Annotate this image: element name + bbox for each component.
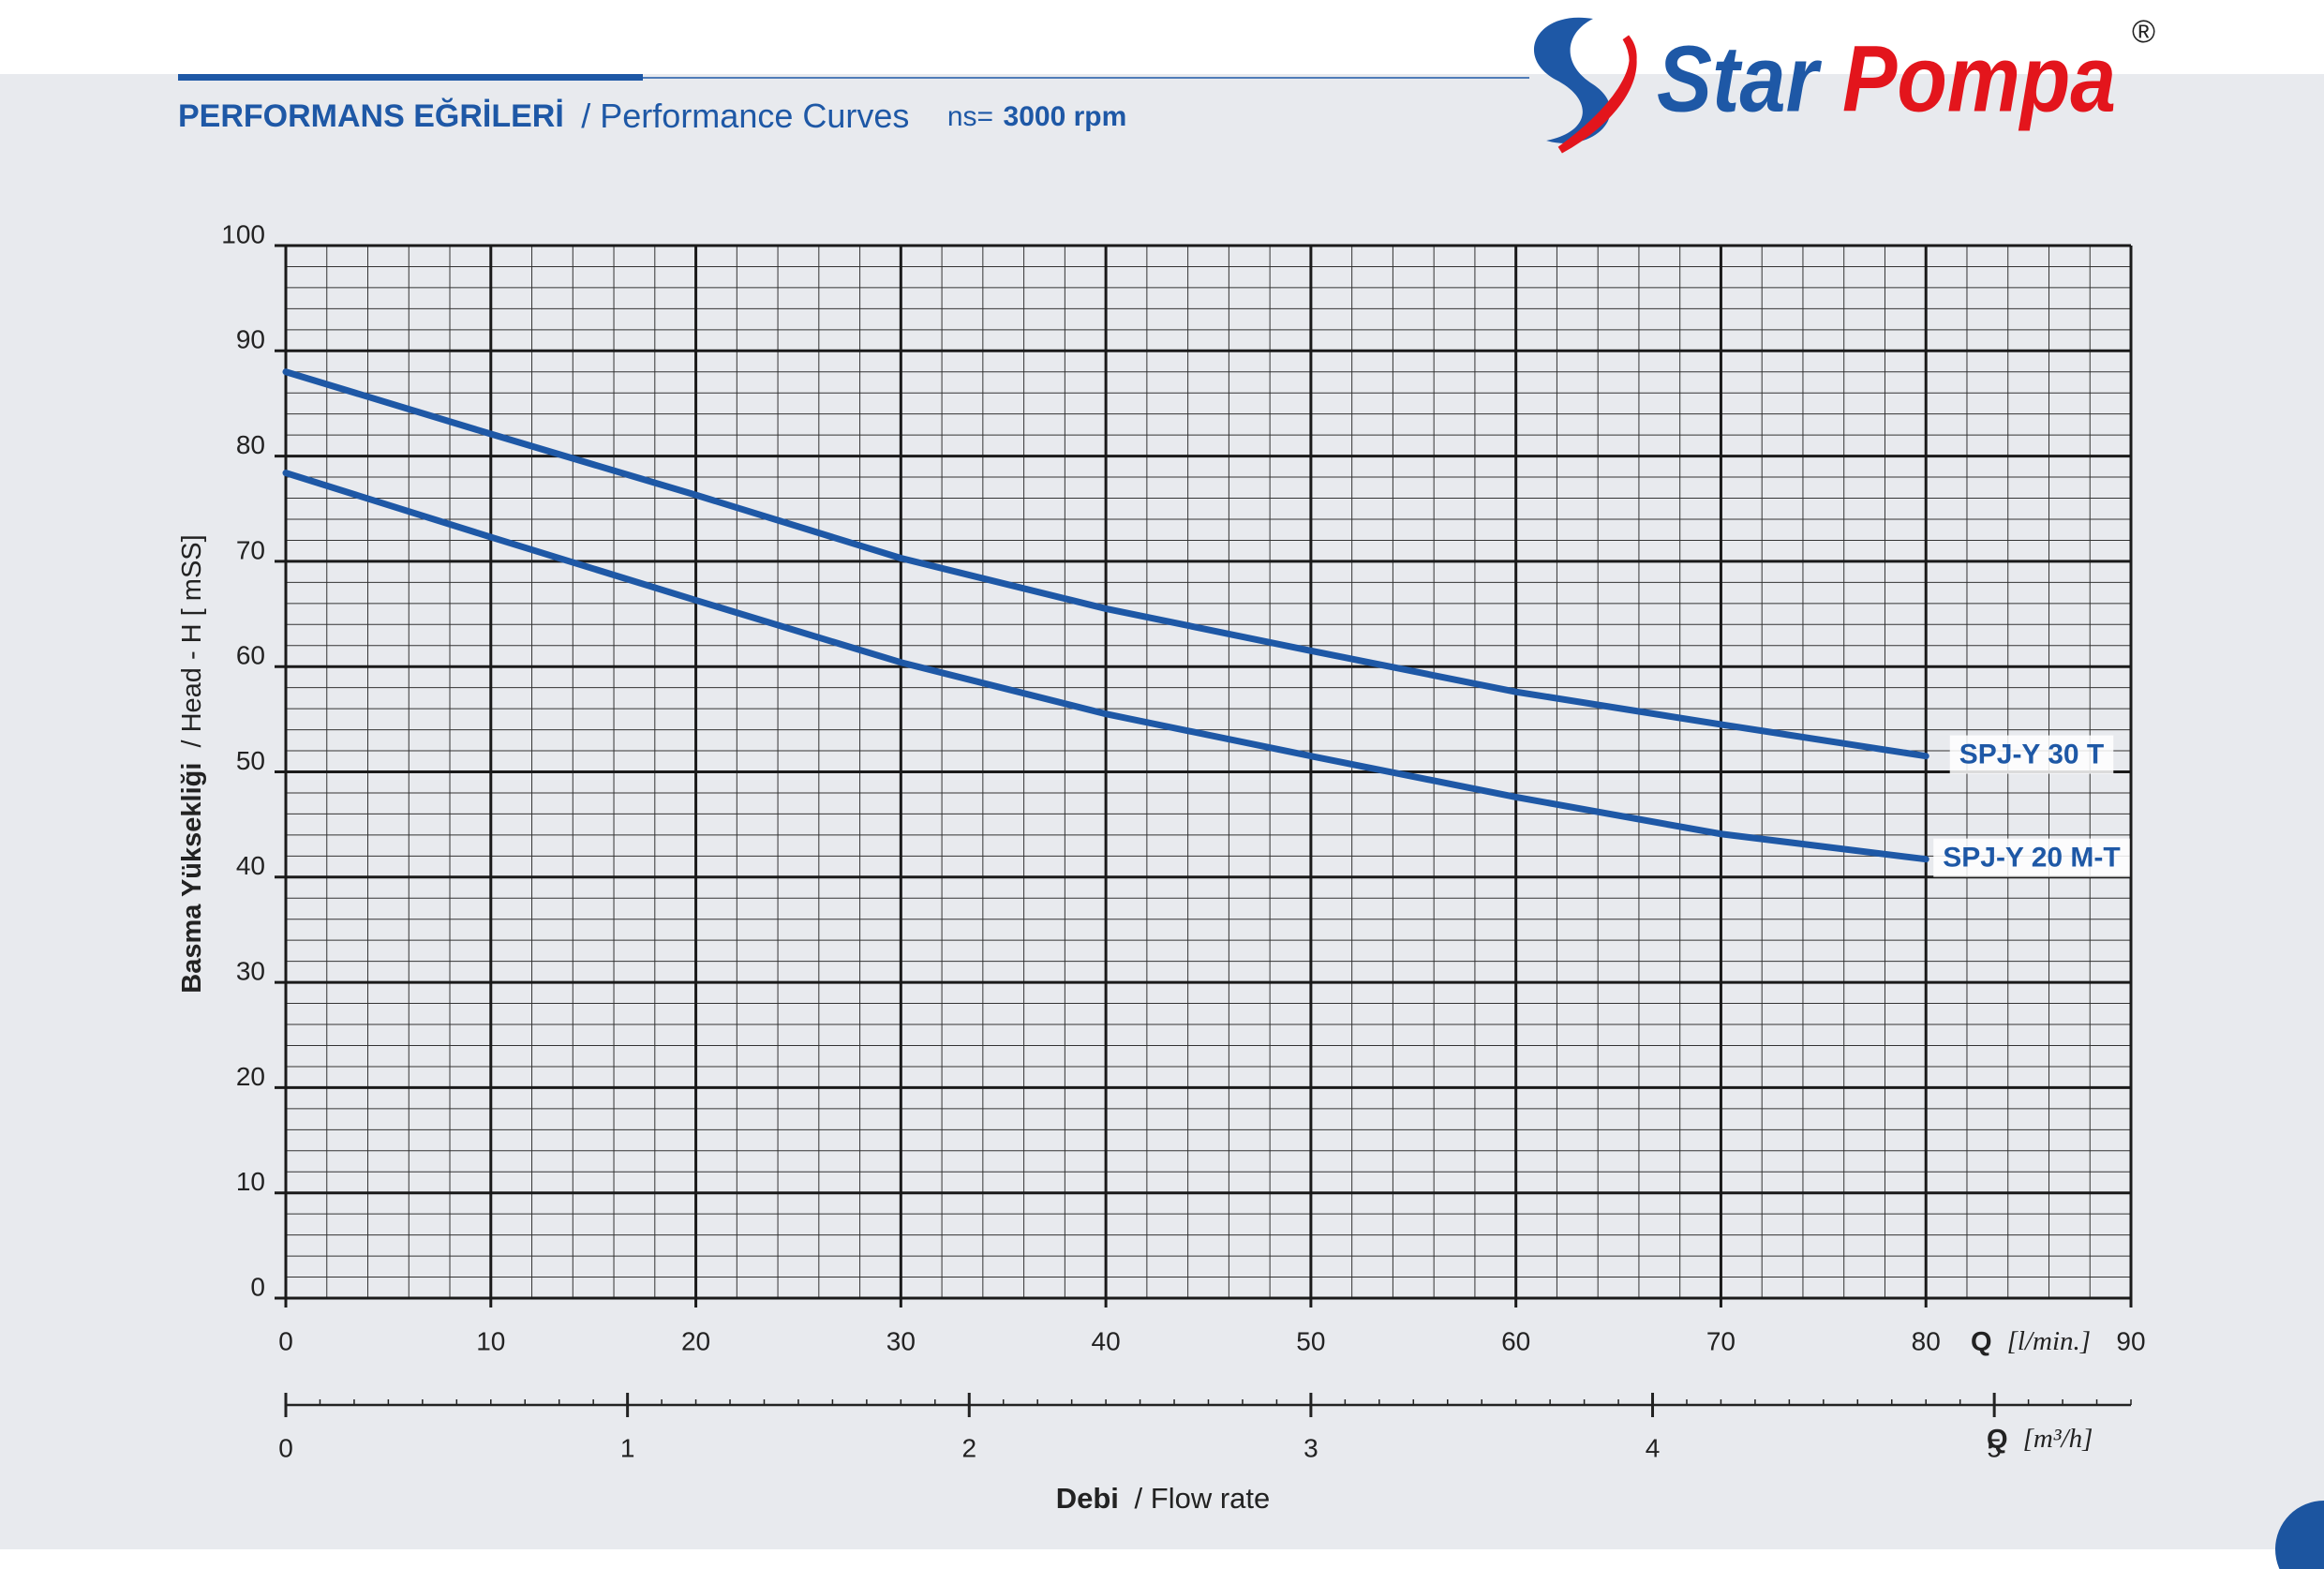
x-tick-label: 30 (886, 1326, 916, 1355)
x2-tick-label: 2 (961, 1433, 976, 1462)
x-tick-label: 10 (476, 1326, 505, 1355)
x-label-unit: [l/min.] (2007, 1326, 2091, 1356)
speed-label: ns= (947, 101, 993, 132)
title-bar (178, 74, 643, 81)
x2-tick-label: 4 (1646, 1433, 1661, 1462)
x-tick-label: 0 (278, 1326, 293, 1355)
series-label-background (1949, 735, 2114, 774)
footer-bold: Debi (1056, 1482, 1119, 1515)
speed: 3000 rpm (1004, 101, 1127, 132)
logo-registered: ® (2132, 14, 2155, 50)
footer-label: Debi / Flow rate (1056, 1482, 1271, 1515)
grid (275, 244, 2133, 1308)
series-label-text: SPJ-Y 20 M-T (1943, 843, 2121, 874)
series-label-text: SPJ-Y 30 T (1959, 740, 2105, 770)
footer: / Flow rate (1135, 1482, 1271, 1515)
curve (282, 368, 1929, 760)
y-label-bold: Basma Yüksekliği (177, 763, 207, 994)
header: PERFORMANS EĞRİLERİ / Performance Curves… (178, 97, 1126, 135)
logo-mark (1533, 17, 1611, 143)
corner-badge (2275, 1501, 2324, 1569)
y-tick-label: 90 (236, 325, 265, 354)
x2-tick-label: 0 (278, 1433, 293, 1462)
series-label: SPJ-Y 30 T (1949, 735, 2114, 774)
series-label-background (1933, 838, 2130, 877)
x2-label-unit: [m³/h] (2023, 1424, 2093, 1454)
y-tick-label: 70 (236, 535, 265, 564)
logo-pompa: Pompa (1842, 26, 2116, 131)
x2-tick-label: 3 (1304, 1433, 1318, 1462)
x2-label-q: Q (1987, 1425, 2008, 1455)
x-tick-label: 40 (1092, 1326, 1121, 1355)
x2-tick-label: 5 (1987, 1433, 2002, 1462)
x-tick-label: 90 (2116, 1326, 2145, 1355)
x-tick-label: 50 (1296, 1326, 1325, 1355)
y-axis-label: Basma Yüksekliği / Head - H [ mSS] (177, 534, 207, 993)
logo-star: Star (1657, 26, 1822, 131)
y-tick-label: 10 (236, 1167, 265, 1196)
y-tick-label: 50 (236, 746, 265, 775)
x-tick-label: 80 (1912, 1326, 1941, 1355)
x-label-q: Q (1971, 1327, 1992, 1357)
y-tick-label: 20 (236, 1062, 265, 1091)
logo: Star Pompa ® (1533, 14, 2155, 154)
y-tick-label: 100 (221, 219, 265, 248)
curve (282, 470, 1929, 863)
y-label: / Head - H [ mSS] (177, 534, 207, 747)
title: / Performance Curves (581, 97, 909, 135)
y-tick-label: 80 (236, 430, 265, 459)
x-axis-label: Q [l/min.] (1971, 1326, 2091, 1357)
y-tick-label: 40 (236, 851, 265, 880)
title-bold: PERFORMANS EĞRİLERİ (178, 98, 564, 134)
y-tick-label: 60 (236, 641, 265, 670)
x2-tick-label: 1 (620, 1433, 635, 1462)
series-label: SPJ-Y 20 M-T (1933, 838, 2130, 877)
y-tick-label: 0 (250, 1272, 265, 1301)
x-tick-label: 70 (1706, 1326, 1736, 1355)
x-tick-label: 60 (1501, 1326, 1530, 1355)
x-tick-label: 20 (681, 1326, 710, 1355)
y-tick-label: 30 (236, 956, 265, 985)
logo-swash (1557, 35, 1637, 154)
panel-background (0, 74, 2324, 1549)
x2-axis-label: Q [m³/h] (1987, 1424, 2093, 1455)
